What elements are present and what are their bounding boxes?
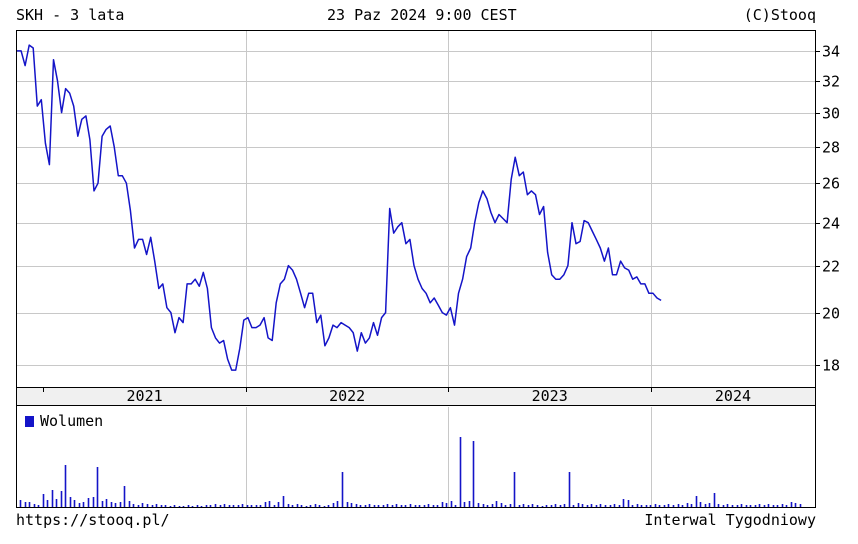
y-tick-label: 22 bbox=[822, 258, 840, 276]
y-tick-label: 28 bbox=[822, 139, 840, 157]
x-tick-label: 2021 bbox=[127, 387, 163, 405]
y-tick-label: 18 bbox=[822, 357, 840, 375]
y-tick-label: 24 bbox=[822, 215, 840, 233]
x-tick-label: 2024 bbox=[715, 387, 751, 405]
price-plot-frame bbox=[16, 30, 816, 388]
source-link[interactable]: https://stooq.pl/ bbox=[16, 511, 170, 529]
volume-plot-frame bbox=[16, 405, 816, 508]
y-tick-label: 34 bbox=[822, 43, 840, 61]
volume-legend-label: Wolumen bbox=[40, 412, 103, 430]
price-grid bbox=[17, 31, 815, 387]
volume-bars bbox=[19, 407, 802, 507]
price-line bbox=[17, 44, 662, 371]
price-line-layer bbox=[17, 44, 662, 371]
x-axis: 2021 2022 2023 2024 bbox=[43, 387, 751, 405]
chart-date: 23 Paz 2024 9:00 CEST bbox=[327, 6, 517, 24]
price-y-axis: 18 20 22 24 26 28 30 32 34 bbox=[815, 43, 840, 375]
x-tick-label: 2023 bbox=[532, 387, 568, 405]
volume-legend-swatch bbox=[25, 416, 34, 427]
interval-label: Interwal Tygodniowy bbox=[644, 511, 816, 529]
chart-symbol-title: SKH - 3 lata bbox=[16, 6, 125, 24]
y-tick-label: 20 bbox=[822, 305, 840, 323]
chart-copyright: (C)Stooq bbox=[743, 6, 816, 24]
y-tick-label: 26 bbox=[822, 175, 840, 193]
y-tick-label: 32 bbox=[822, 73, 840, 91]
y-tick-label: 30 bbox=[822, 105, 840, 123]
x-tick-label: 2022 bbox=[329, 387, 365, 405]
